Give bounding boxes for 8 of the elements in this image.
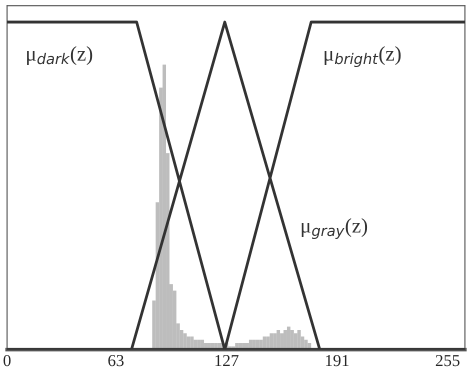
x-tick-label: 63	[108, 354, 124, 366]
series-label: μ$_{dark}$(z)	[27, 46, 92, 66]
x-tick-label: 191	[326, 354, 349, 366]
x-tick-label: 255	[436, 354, 460, 366]
x-tick-label: 127	[215, 354, 239, 366]
series-label: μ$_{gray}$(z)	[302, 218, 368, 239]
series-label: μ$_{bright}$(z)	[324, 46, 401, 68]
x-tick-label: 0	[4, 354, 11, 366]
